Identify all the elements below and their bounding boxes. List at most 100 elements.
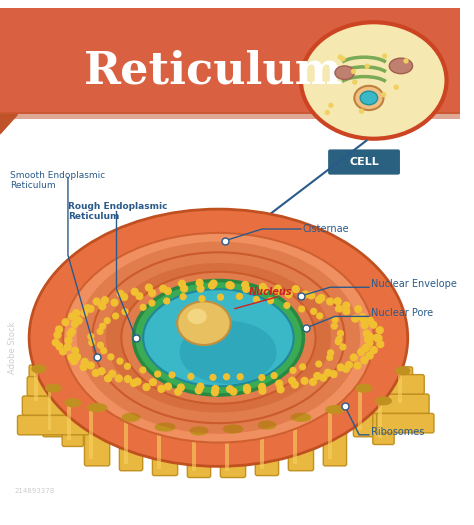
Circle shape [180,294,186,300]
Ellipse shape [135,282,302,393]
FancyBboxPatch shape [153,423,178,476]
Circle shape [352,315,358,322]
FancyBboxPatch shape [119,414,143,471]
Circle shape [382,93,385,97]
Text: CELL: CELL [349,157,379,167]
Circle shape [140,304,146,310]
Circle shape [196,279,203,286]
Circle shape [332,317,338,323]
Circle shape [394,85,398,89]
Circle shape [302,291,309,298]
Circle shape [237,293,242,299]
FancyBboxPatch shape [328,150,400,175]
Circle shape [226,282,233,289]
Text: Rough Endoplasmic
Reticulum: Rough Endoplasmic Reticulum [68,202,167,221]
Circle shape [277,386,284,393]
Ellipse shape [223,425,243,433]
Circle shape [82,359,88,365]
Circle shape [292,286,299,292]
Bar [89,411,93,459]
Circle shape [244,386,251,393]
Circle shape [60,348,66,355]
Circle shape [316,296,323,303]
Ellipse shape [122,414,140,421]
Circle shape [131,288,138,295]
Text: Cisternae: Cisternae [303,224,349,234]
Circle shape [242,281,248,288]
Circle shape [336,305,342,312]
Circle shape [375,335,382,342]
Ellipse shape [46,384,61,392]
Circle shape [228,282,234,289]
Circle shape [292,381,298,388]
Circle shape [197,285,204,292]
FancyBboxPatch shape [84,404,109,466]
Circle shape [111,299,118,306]
Circle shape [363,330,370,337]
Circle shape [353,80,357,84]
Bar [225,432,229,471]
Circle shape [99,303,106,310]
Circle shape [311,309,317,314]
Text: Nuclear Pore: Nuclear Pore [371,309,433,319]
Circle shape [140,367,146,373]
Circle shape [136,293,143,300]
Circle shape [164,288,171,295]
Circle shape [346,362,352,369]
Circle shape [383,54,387,58]
Ellipse shape [187,309,207,324]
Circle shape [354,362,361,369]
Circle shape [362,345,369,351]
Circle shape [327,354,333,360]
Circle shape [271,373,277,379]
FancyBboxPatch shape [353,384,375,437]
Circle shape [316,361,322,367]
Circle shape [336,337,342,342]
Circle shape [274,285,281,292]
Circle shape [113,313,118,319]
Circle shape [289,377,296,384]
Circle shape [109,370,116,377]
Bar [358,391,362,430]
Circle shape [243,286,249,292]
Circle shape [56,343,63,350]
Circle shape [328,350,334,355]
Circle shape [52,339,59,346]
Circle shape [212,385,219,392]
Circle shape [81,310,88,317]
Circle shape [75,317,82,324]
Ellipse shape [190,427,208,435]
Bar [157,430,161,469]
Circle shape [92,370,99,376]
Circle shape [366,340,373,346]
FancyBboxPatch shape [367,375,424,394]
Circle shape [188,374,194,380]
Circle shape [160,285,166,292]
FancyBboxPatch shape [393,367,412,410]
Ellipse shape [150,291,286,384]
Circle shape [108,354,114,360]
Ellipse shape [87,404,107,412]
Bar [47,391,52,430]
Ellipse shape [291,414,310,421]
Text: 214893378: 214893378 [15,488,55,494]
Circle shape [244,384,250,391]
FancyBboxPatch shape [62,399,83,446]
Circle shape [334,298,341,304]
Text: Nucleus: Nucleus [248,287,292,297]
FancyBboxPatch shape [288,414,314,471]
Circle shape [210,280,217,287]
Bar [34,372,38,401]
Circle shape [358,349,365,355]
FancyBboxPatch shape [372,394,429,414]
Ellipse shape [335,66,355,79]
Circle shape [155,371,161,377]
Circle shape [210,374,216,380]
Ellipse shape [301,22,447,139]
Circle shape [376,327,383,333]
Circle shape [121,293,128,300]
Circle shape [98,368,105,375]
FancyBboxPatch shape [27,376,70,396]
Circle shape [343,308,350,314]
FancyBboxPatch shape [29,365,48,407]
